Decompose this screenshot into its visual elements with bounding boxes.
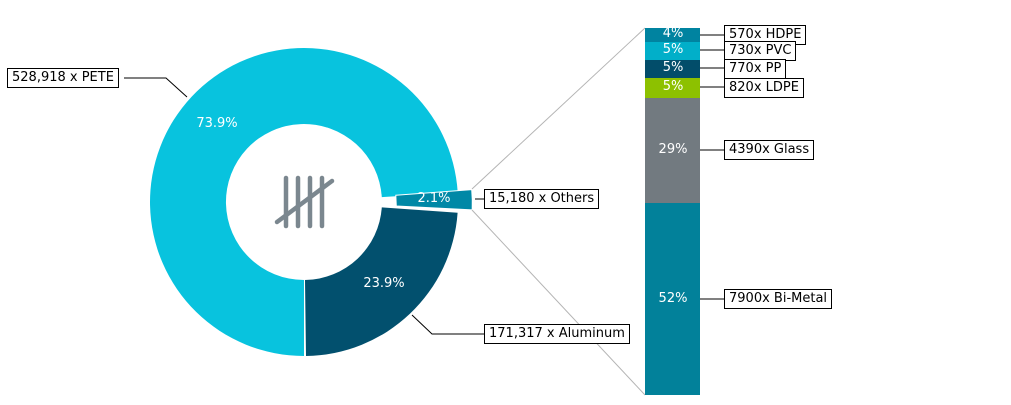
bar-segment-glass[interactable] <box>645 98 700 203</box>
bar-label-hdpe: 570x HDPE <box>724 25 807 45</box>
bar-label-ldpe: 820x LDPE <box>724 78 804 98</box>
bar-percent-bimetal: 52% <box>658 291 688 306</box>
bar-segment-ldpe[interactable] <box>645 78 700 98</box>
bar-segment-pvc[interactable] <box>645 42 700 60</box>
bar-percent-hdpe: 4% <box>662 26 684 41</box>
pie-percent-others: 2.1% <box>417 191 451 206</box>
pie-slice-pete[interactable] <box>150 48 458 356</box>
leader-line-pete <box>124 77 188 98</box>
leader-line-aluminum <box>411 314 485 335</box>
pie-label-pete: 528,918 x PETE <box>7 68 119 88</box>
bar-percent-pp: 5% <box>662 60 684 75</box>
bar-percent-ldpe: 5% <box>662 79 684 94</box>
bar-label-pvc: 730x PVC <box>724 41 797 61</box>
bar-label-glass: 4390x Glass <box>724 140 815 160</box>
pie-percent-pete: 73.9% <box>196 116 238 131</box>
pie-slice-others[interactable] <box>395 189 473 211</box>
pie-label-others: 15,180 x Others <box>484 189 600 209</box>
pie-label-aluminum: 171,317 x Aluminum <box>484 324 630 344</box>
tally-marks-icon <box>274 175 335 229</box>
connector-line-top <box>471 27 646 190</box>
pie-percent-aluminum: 23.9% <box>363 276 405 291</box>
bar-segment-pp[interactable] <box>645 60 700 78</box>
bar-segment-hdpe[interactable] <box>645 28 700 42</box>
bar-label-bimetal: 7900x Bi-Metal <box>724 289 833 309</box>
bar-label-pp: 770x PP <box>724 59 787 79</box>
bar-percent-glass: 29% <box>658 142 688 157</box>
pie-slice-aluminum[interactable] <box>305 207 458 356</box>
connector-line-bottom <box>471 209 646 396</box>
bar-percent-pvc: 5% <box>662 42 684 57</box>
bar-segment-bimetal[interactable] <box>645 203 700 395</box>
